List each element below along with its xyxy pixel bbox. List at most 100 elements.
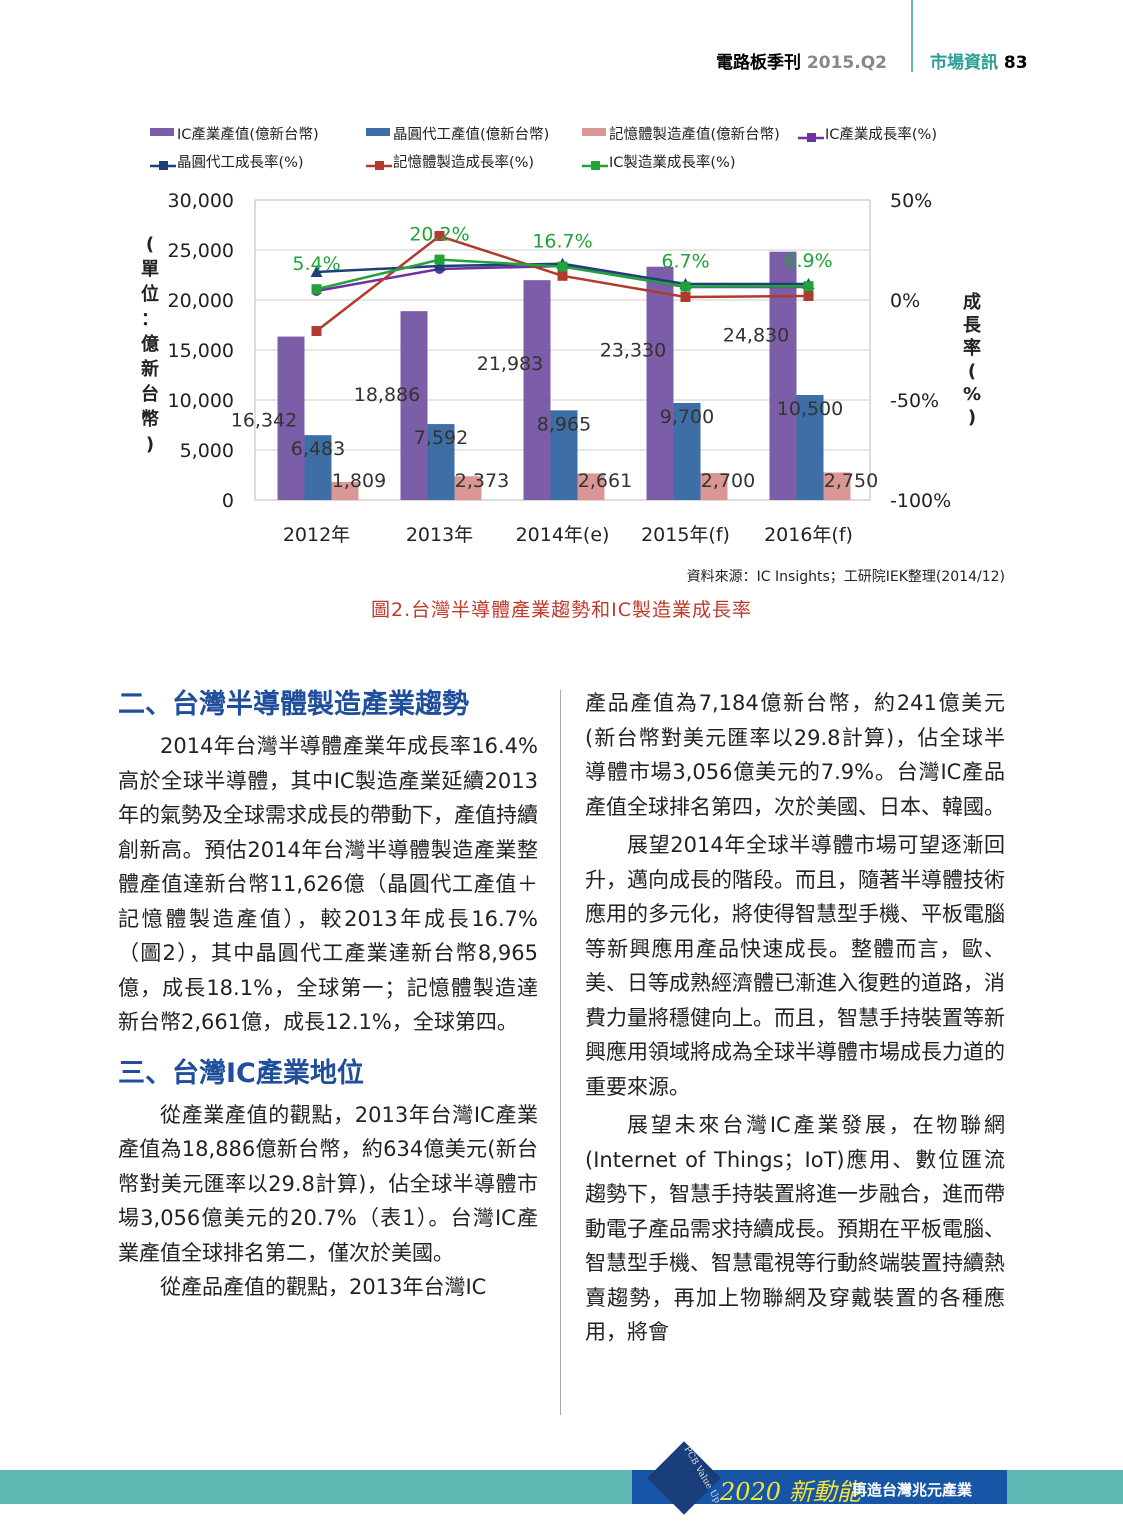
bar-value-label: 2,373 (455, 470, 509, 492)
bar-1 (769, 251, 797, 500)
bar-value-label: 8,965 (537, 413, 591, 435)
paragraph: 2014年台灣半導體產業年成長率16.4%高於全球半導體，其中IC製造產業延續2… (118, 734, 538, 1034)
line-marker (311, 326, 322, 336)
section-name: 市場資訊 (930, 53, 998, 73)
y2-axis-label-char: % (963, 384, 981, 405)
y-axis-label-char: ) (146, 434, 154, 455)
line-value-label: 6.9% (784, 250, 832, 272)
x-tick-label: 2014年(e) (516, 524, 610, 546)
bar-value-label: 1,809 (332, 470, 386, 492)
bar-value-label: 6,483 (291, 438, 345, 460)
line-marker (803, 291, 814, 301)
paragraph: 展望未來台灣IC產業發展，在物聯網(Internet of Things；IoT… (585, 1113, 1005, 1344)
line-marker (434, 254, 445, 265)
bar-value-label: 9,700 (660, 406, 714, 428)
x-tick-label: 2013年 (406, 524, 473, 546)
header-magazine: 電路板季刊 2015.Q2 (716, 48, 887, 73)
y2-axis-label-char: 長 (963, 315, 982, 336)
legend-marker (159, 161, 168, 170)
bar-1 (277, 336, 305, 500)
bar-value-label: 21,983 (477, 353, 543, 375)
y-tick-label: 20,000 (168, 290, 234, 312)
y2-axis-label-char: 率 (963, 337, 981, 359)
paragraph: 展望2014年全球半導體市場可望逐漸回升，邁向成長的階段。而且，隨著半導體技術應… (585, 833, 1005, 1099)
paragraph: 從產品產值的觀點，2013年台灣IC (160, 1275, 487, 1299)
bar-value-label: 23,330 (600, 340, 666, 362)
line-marker (311, 284, 322, 295)
section-heading: 二、台灣半導體製造產業趨勢 (118, 689, 469, 720)
legend-label: 記憶體製造成長率(%) (393, 154, 534, 171)
y2-tick-label: 50% (890, 190, 932, 212)
x-tick-label: 2016年(f) (764, 524, 853, 546)
bar-2 (550, 410, 578, 500)
header-section: 市場資訊 83 (930, 48, 1028, 73)
bar-value-label: 16,342 (231, 410, 297, 432)
y2-tick-label: -50% (890, 390, 939, 412)
line-marker (557, 270, 568, 281)
line-marker (433, 260, 446, 271)
bar-1 (646, 266, 674, 500)
bar-value-label: 2,700 (701, 470, 755, 492)
y-tick-label: 25,000 (168, 240, 234, 262)
y2-tick-label: 0% (890, 290, 920, 312)
bar-2 (796, 395, 824, 500)
line-value-label: 5.4% (292, 253, 340, 275)
bar-3 (331, 481, 359, 500)
y2-axis-label-char: 成 (963, 291, 981, 313)
line-marker (310, 266, 323, 277)
bar-value-label: 18,886 (354, 384, 420, 406)
y-axis-label-char: 新 (141, 358, 159, 380)
chart: 30,000 25,000 20,000 15,000 10,000 5,000 0 50% 0… (141, 126, 982, 546)
x-tick-label: 2012年 (283, 524, 350, 546)
y-tick-label: 15,000 (168, 340, 234, 362)
legend-marker (807, 133, 816, 142)
section-heading: 三、台灣IC產業地位 (118, 1057, 364, 1089)
y-axis-label-char: 位 (141, 283, 159, 305)
line-marker (803, 281, 814, 292)
y-axis-label-char: ： (141, 309, 159, 330)
bar-3 (577, 473, 605, 500)
bar-3 (454, 476, 482, 500)
bar-value-label: 2,750 (824, 470, 878, 492)
magazine-name: 電路板季刊 (716, 53, 801, 73)
bar-value-label: 24,830 (723, 325, 789, 347)
legend-label: 記憶體製造產值(億新台幣) (609, 126, 780, 143)
legend-label: 晶圓代工成長率(%) (177, 154, 304, 171)
page-number: 83 (1003, 53, 1028, 73)
paragraph: 產品產值為7,184億新台幣，約241億美元(新台幣對美元匯率以29.8計算)，… (585, 691, 1005, 819)
line-marker (680, 281, 691, 292)
legend-marker (591, 161, 600, 170)
right-column: 產品產值為7,184億新台幣，約241億美元(新台幣對美元匯率以29.8計算)，… (585, 686, 1005, 1350)
bar-3 (823, 472, 851, 500)
y-tick-label: 5,000 (180, 440, 234, 462)
line-value-label: 16.7% (532, 231, 592, 253)
figure-caption: 圖2.台灣半導體產業趨勢和IC製造業成長率 (371, 599, 752, 621)
footer-subtitle: 再造台灣兆元產業 (852, 1481, 973, 1499)
legend-marker (375, 161, 384, 170)
y-axis-label-char: 單 (141, 259, 159, 280)
line-marker (557, 261, 568, 272)
bar-value-label: 7,592 (414, 427, 468, 449)
legend-label: 晶圓代工產值(億新台幣) (393, 126, 549, 143)
legend-label: IC產業成長率(%) (825, 126, 937, 143)
column-divider (560, 690, 561, 1415)
bar-2 (427, 424, 455, 500)
bar-value-label: 2,661 (578, 470, 632, 492)
y-axis-label-char: 幣 (141, 408, 159, 430)
y2-axis-label-char: ( (968, 361, 976, 382)
line-marker (680, 292, 691, 302)
y-tick-label: 10,000 (168, 390, 234, 412)
bar-value-label: 10,500 (777, 398, 843, 420)
y-axis-label-char: 台 (141, 383, 159, 405)
chart-source: 資料來源：IC Insights；工研院IEK整理(2014/12) (686, 569, 1005, 585)
y-tick-label: 30,000 (168, 190, 234, 212)
bar-1 (523, 280, 551, 500)
bar-2 (673, 403, 701, 500)
left-column: 二、台灣半導體製造產業趨勢 2014年台灣半導體產業年成長率16.4%高於全球半… (118, 685, 538, 1305)
line-marker (434, 231, 445, 241)
paragraph: 從產業產值的觀點，2013年台灣IC產業產值為18,886億新台幣，約634億美… (118, 1102, 538, 1265)
bar-2 (304, 435, 332, 500)
legend-swatch (582, 128, 606, 136)
line-value-label: 6.7% (661, 251, 709, 273)
